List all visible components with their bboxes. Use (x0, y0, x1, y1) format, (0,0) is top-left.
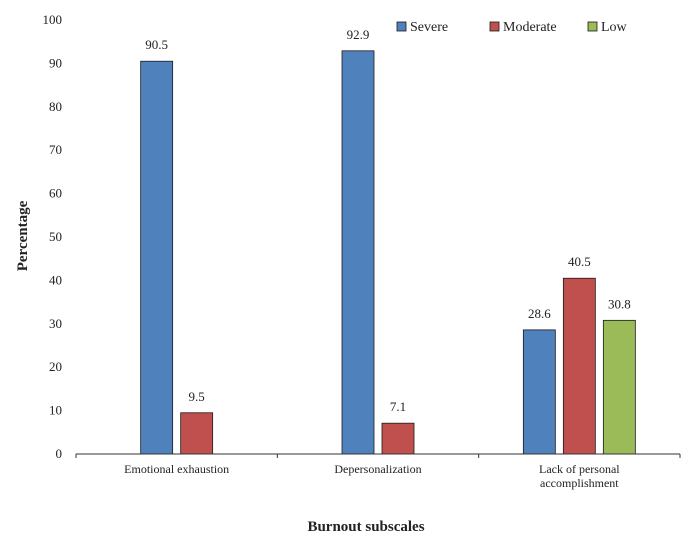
y-tick-label: 0 (56, 446, 63, 461)
bar-low-2 (602, 319, 636, 455)
x-category-label: Emotional exhaustion (124, 462, 229, 476)
data-label: 90.5 (145, 37, 168, 52)
y-tick-label: 100 (43, 12, 63, 27)
legend-label-moderate: Moderate (503, 20, 557, 35)
bar-severe-0 (140, 60, 174, 455)
y-tick-label: 20 (49, 359, 62, 374)
x-category-label: accomplishment (540, 476, 619, 490)
legend-swatch-low (587, 21, 598, 32)
x-category-label: Depersonalization (334, 462, 421, 476)
legend-swatch-severe (396, 21, 407, 32)
bar-moderate-1 (381, 422, 415, 455)
bar-severe-2 (522, 329, 556, 455)
legend: Severe Moderate Low (396, 20, 628, 35)
legend-label-severe: Severe (410, 20, 448, 35)
y-axis-ticks: 0 10 20 30 40 50 60 70 80 90 100 (43, 12, 63, 461)
bar-severe-1 (341, 50, 375, 455)
y-tick-label: 30 (49, 316, 62, 331)
bar-moderate-0 (180, 412, 214, 455)
data-label: 40.5 (568, 254, 591, 269)
y-tick-label: 10 (49, 403, 62, 418)
legend-swatch-moderate (489, 21, 500, 32)
data-label: 30.8 (608, 296, 631, 311)
bars-group (140, 50, 636, 455)
y-tick-label: 60 (49, 186, 62, 201)
legend-label-low: Low (601, 20, 628, 35)
data-labels-group: 90.5 9.5 92.9 7.1 28.6 40.5 30.8 (145, 27, 630, 414)
y-axis-title: Percentage (15, 200, 31, 271)
x-axis-title: Burnout subscales (307, 519, 424, 535)
x-category-label: Lack of personal (539, 462, 620, 476)
data-label: 28.6 (528, 306, 551, 321)
y-tick-label: 90 (49, 55, 62, 70)
data-label: 9.5 (189, 389, 205, 404)
data-label: 92.9 (347, 27, 370, 42)
y-tick-label: 50 (49, 229, 62, 244)
y-tick-label: 70 (49, 142, 62, 157)
x-axis-category-labels: Emotional exhaustion Depersonalization Lac… (75, 454, 681, 490)
y-tick-label: 80 (49, 99, 62, 114)
data-label: 7.1 (390, 399, 406, 414)
y-tick-label: 40 (49, 272, 62, 287)
bar-moderate-2 (562, 277, 596, 455)
